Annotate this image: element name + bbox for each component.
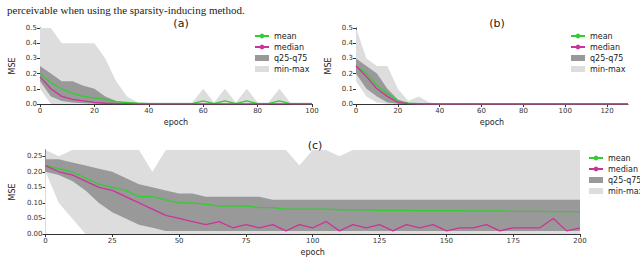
svg-text:100: 100 <box>559 107 572 115</box>
svg-text:min-max: min-max <box>274 65 310 74</box>
svg-text:75: 75 <box>241 237 250 245</box>
svg-text:0: 0 <box>43 237 47 245</box>
svg-text:175: 175 <box>506 237 519 245</box>
svg-text:0.25: 0.25 <box>27 152 43 160</box>
svg-text:MSE: MSE <box>324 57 333 74</box>
svg-text:(c): (c) <box>308 139 323 152</box>
svg-text:0: 0 <box>38 107 42 115</box>
svg-text:0.4: 0.4 <box>26 39 38 47</box>
svg-text:0.2: 0.2 <box>342 70 353 78</box>
svg-text:min-max: min-max <box>608 187 640 196</box>
svg-text:0.2: 0.2 <box>26 70 37 78</box>
svg-text:0.00: 0.00 <box>27 230 43 238</box>
svg-text:80: 80 <box>519 107 528 115</box>
svg-text:mean: mean <box>608 154 631 163</box>
svg-text:0.0: 0.0 <box>342 100 353 108</box>
svg-text:0.4: 0.4 <box>342 39 354 47</box>
svg-text:q25-q75: q25-q75 <box>274 54 307 63</box>
svg-text:epoch: epoch <box>164 118 188 127</box>
svg-text:0.0: 0.0 <box>26 100 37 108</box>
svg-text:120: 120 <box>600 107 613 115</box>
svg-text:mean: mean <box>274 32 297 41</box>
svg-text:epoch: epoch <box>301 248 325 257</box>
svg-text:MSE: MSE <box>8 183 17 200</box>
svg-text:perceivable when using the spa: perceivable when using the sparsity-indu… <box>7 4 245 16</box>
svg-text:40: 40 <box>435 107 444 115</box>
svg-text:0.3: 0.3 <box>26 54 37 62</box>
svg-text:0.05: 0.05 <box>27 214 43 222</box>
svg-text:(b): (b) <box>489 17 505 30</box>
svg-text:0: 0 <box>354 107 358 115</box>
svg-text:mean: mean <box>590 32 613 41</box>
svg-text:60: 60 <box>199 107 208 115</box>
svg-text:q25-q75: q25-q75 <box>590 54 623 63</box>
svg-text:0.15: 0.15 <box>27 183 43 191</box>
svg-text:20: 20 <box>393 107 402 115</box>
svg-text:80: 80 <box>253 107 262 115</box>
svg-text:0.5: 0.5 <box>342 24 353 32</box>
svg-text:epoch: epoch <box>480 118 504 127</box>
svg-text:0.1: 0.1 <box>342 85 353 93</box>
svg-text:0.3: 0.3 <box>342 54 353 62</box>
svg-text:median: median <box>274 43 304 52</box>
svg-text:0.20: 0.20 <box>27 168 43 176</box>
svg-text:100: 100 <box>305 107 318 115</box>
svg-text:200: 200 <box>573 237 586 245</box>
svg-text:100: 100 <box>306 237 319 245</box>
svg-text:(a): (a) <box>173 17 188 30</box>
svg-text:60: 60 <box>477 107 486 115</box>
svg-text:0.10: 0.10 <box>27 199 43 207</box>
svg-text:40: 40 <box>144 107 153 115</box>
svg-text:150: 150 <box>440 237 453 245</box>
svg-text:20: 20 <box>90 107 99 115</box>
svg-text:50: 50 <box>175 237 184 245</box>
svg-text:MSE: MSE <box>8 57 17 74</box>
svg-text:0.5: 0.5 <box>26 24 37 32</box>
svg-text:median: median <box>608 165 638 174</box>
svg-text:median: median <box>590 43 620 52</box>
svg-text:125: 125 <box>373 237 386 245</box>
svg-text:q25-q75: q25-q75 <box>608 176 640 185</box>
svg-text:25: 25 <box>108 237 117 245</box>
svg-text:0.1: 0.1 <box>26 85 37 93</box>
svg-text:min-max: min-max <box>590 65 626 74</box>
